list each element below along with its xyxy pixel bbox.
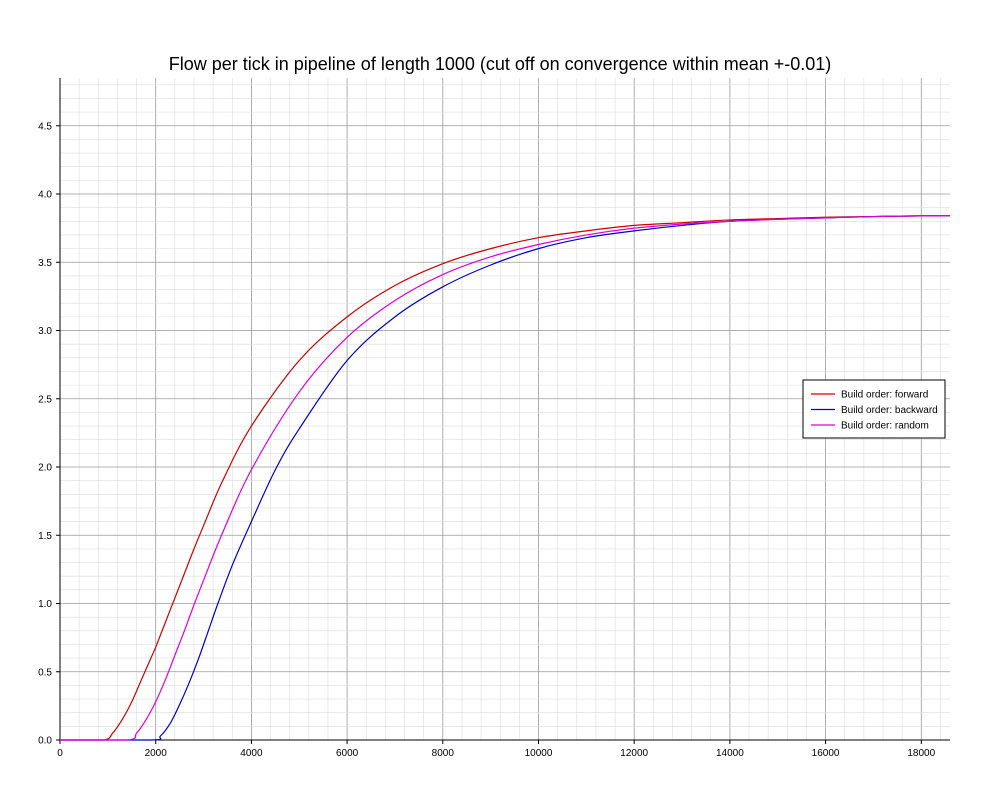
x-tick-label: 8000	[432, 748, 455, 759]
x-tick-label: 4000	[240, 748, 263, 759]
y-axis-ticks: 0.0 0.5 1.0 1.5 2.0 2.5 3.0 3.5 4.0 4.5	[38, 121, 60, 747]
x-tick-label: 0	[57, 748, 63, 759]
y-tick-label: 1.0	[38, 599, 52, 610]
x-tick-label: 12000	[620, 748, 648, 759]
chart-title: Flow per tick in pipeline of length 1000…	[169, 54, 832, 74]
x-axis-ticks: 0 2000 4000 6000 8000 10000 12000 14000 16000 180…	[57, 740, 936, 759]
y-tick-label: 2.0	[38, 463, 52, 474]
series-line-1	[59, 215, 951, 741]
legend-label: Build order: random	[841, 421, 929, 432]
y-tick-label: 1.5	[38, 531, 52, 542]
series-line-3	[59, 215, 951, 741]
y-tick-label: 3.5	[38, 258, 52, 269]
x-tick-label: 18000	[907, 748, 935, 759]
x-tick-label: 6000	[336, 748, 359, 759]
y-tick-label: 4.5	[38, 121, 52, 132]
series-lines	[59, 215, 951, 741]
legend-label: Build order: backward	[841, 405, 938, 416]
y-tick-label: 4.0	[38, 190, 52, 201]
x-tick-label: 10000	[525, 748, 553, 759]
y-tick-label: 3.0	[38, 326, 52, 337]
axes	[59, 78, 950, 741]
x-tick-label: 16000	[812, 748, 840, 759]
x-tick-label: 2000	[145, 748, 168, 759]
y-tick-label: 0.5	[38, 667, 52, 678]
x-tick-label: 14000	[716, 748, 744, 759]
y-tick-label: 0.0	[38, 736, 52, 747]
legend: Build order: forward Build order: backwar…	[802, 379, 946, 439]
legend-label: Build order: forward	[841, 390, 928, 401]
grid	[59, 78, 950, 741]
y-tick-label: 2.5	[38, 394, 52, 405]
